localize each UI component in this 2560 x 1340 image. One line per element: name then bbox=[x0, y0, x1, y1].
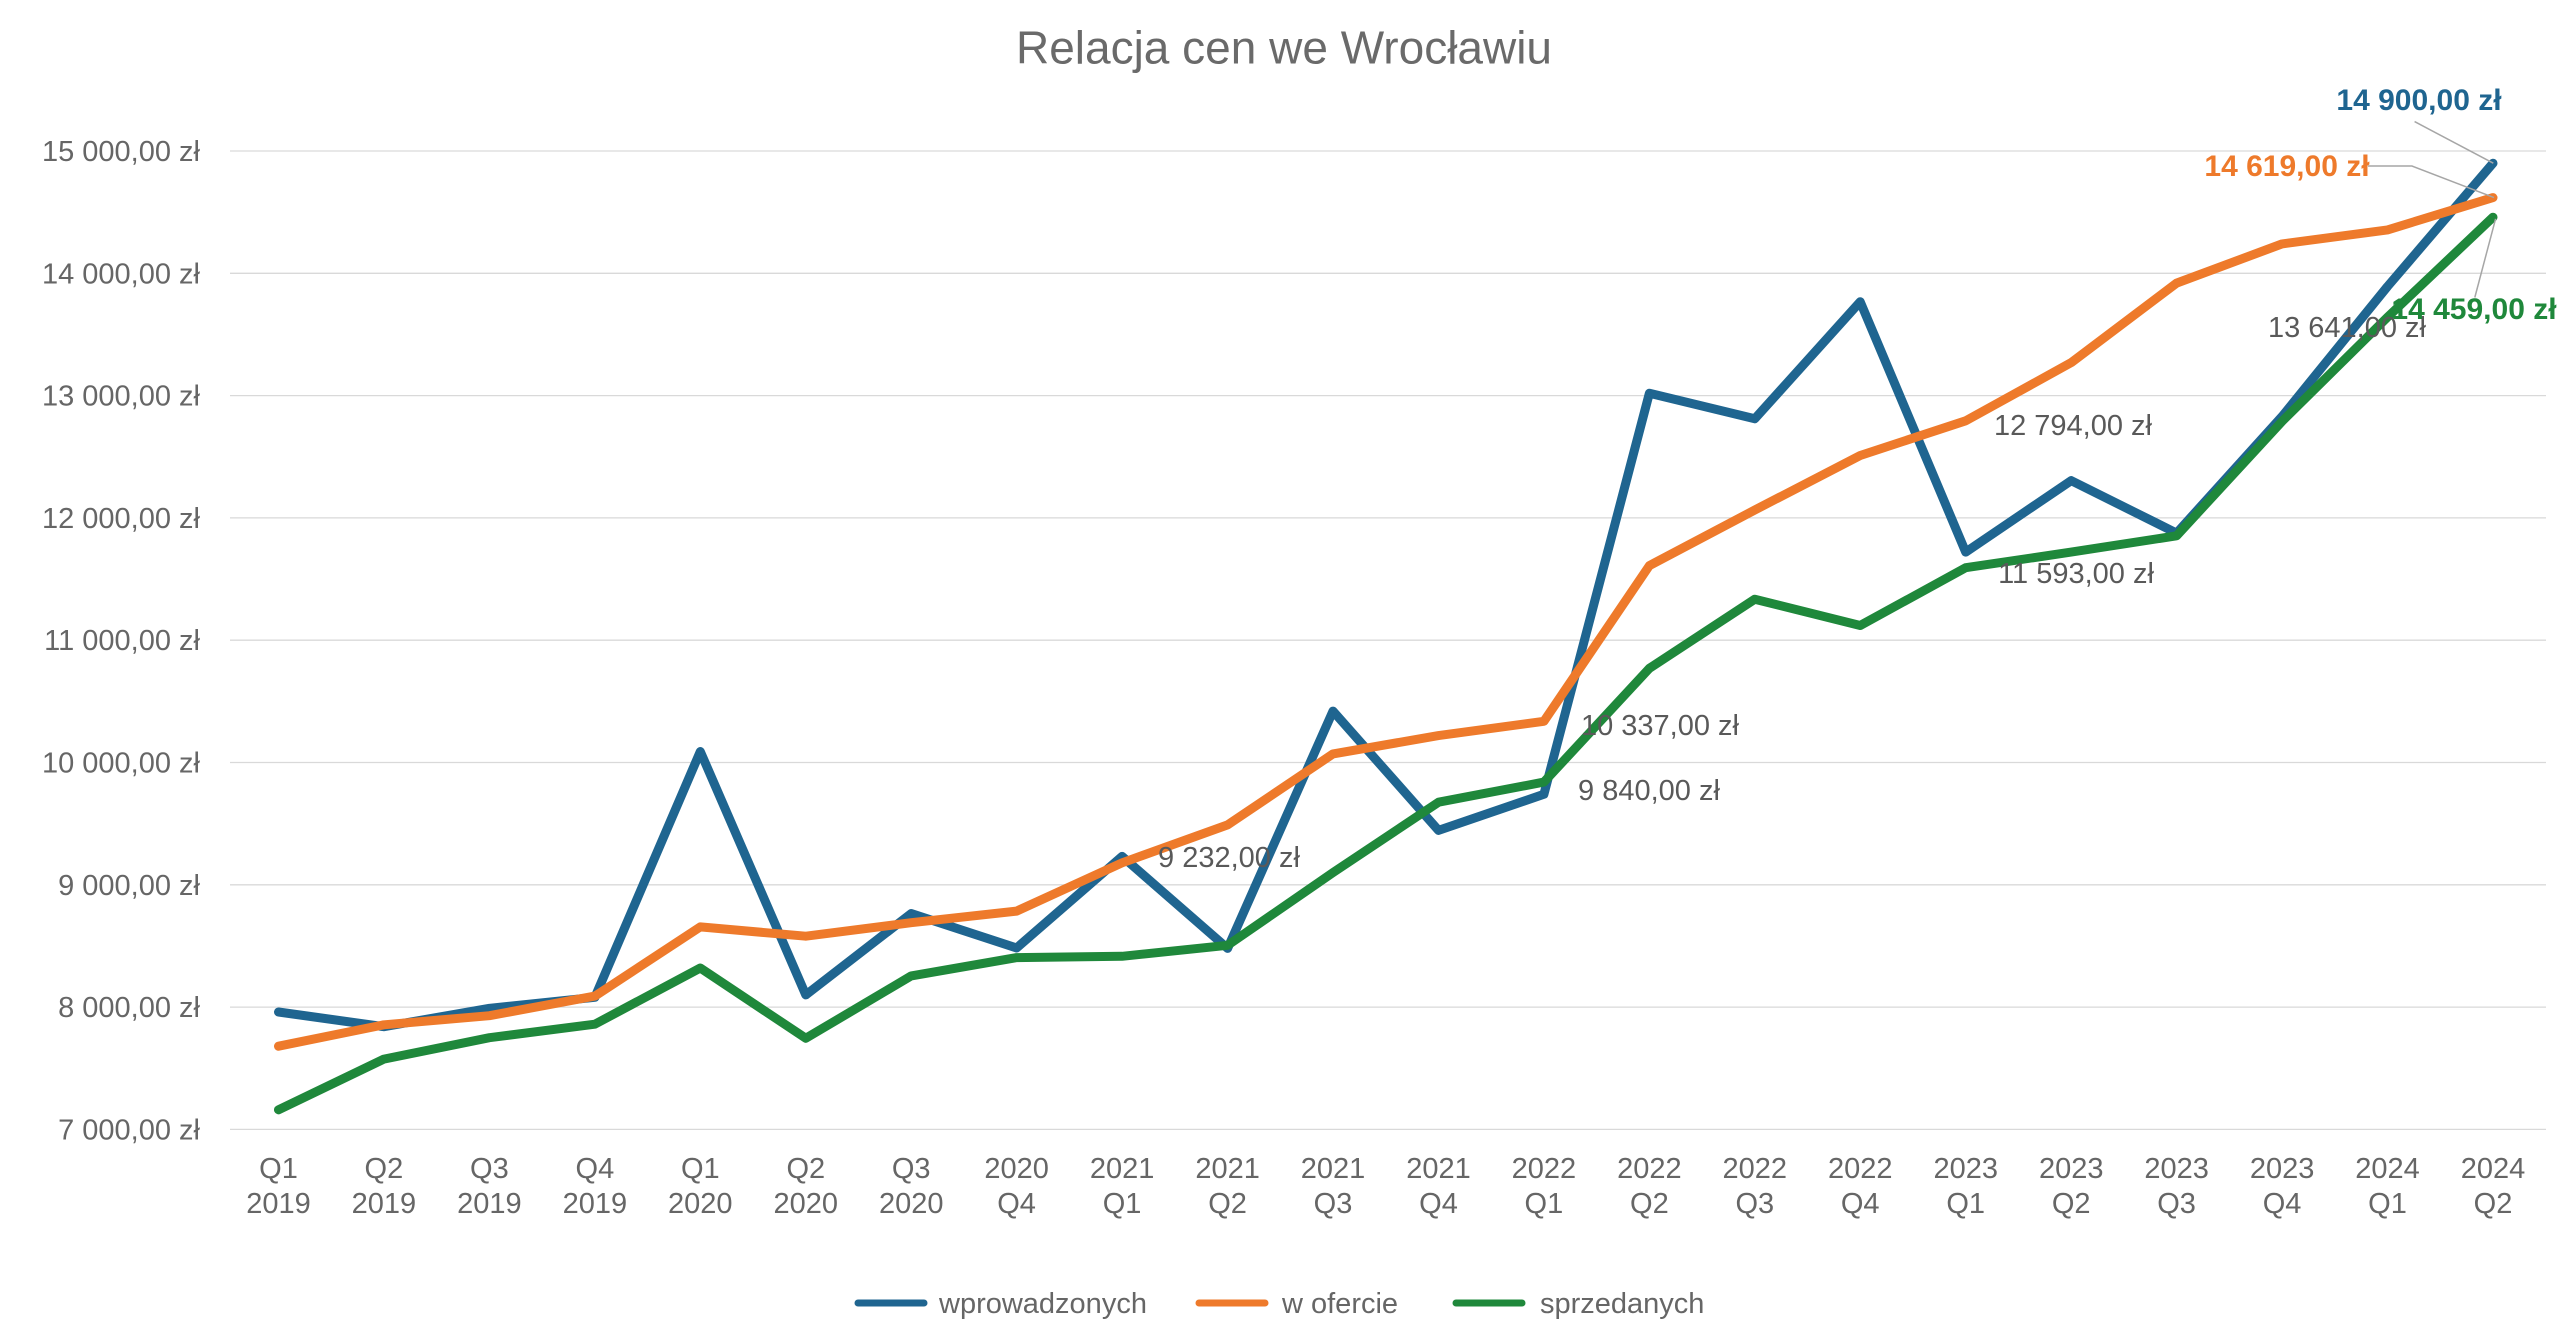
svg-text:2022: 2022 bbox=[1828, 1153, 1893, 1185]
svg-text:Q3: Q3 bbox=[892, 1153, 931, 1185]
svg-text:12 794,00 zł: 12 794,00 zł bbox=[1994, 410, 2153, 442]
svg-text:14 459,00 zł: 14 459,00 zł bbox=[2391, 293, 2557, 326]
svg-text:sprzedanych: sprzedanych bbox=[1540, 1288, 1704, 1320]
svg-text:14 619,00 zł: 14 619,00 zł bbox=[2204, 150, 2370, 183]
svg-text:10 337,00 zł: 10 337,00 zł bbox=[1581, 710, 1740, 742]
svg-text:Q2: Q2 bbox=[786, 1153, 825, 1185]
svg-text:11 593,00 zł: 11 593,00 zł bbox=[1998, 558, 2154, 590]
svg-text:2021: 2021 bbox=[1090, 1153, 1155, 1185]
svg-text:12 000,00 zł: 12 000,00 zł bbox=[42, 503, 201, 535]
svg-text:2021: 2021 bbox=[1195, 1153, 1260, 1185]
svg-text:wprowadzonych: wprowadzonych bbox=[938, 1288, 1147, 1320]
svg-text:2022: 2022 bbox=[1617, 1153, 1682, 1185]
svg-text:2023: 2023 bbox=[2144, 1153, 2209, 1185]
svg-text:2019: 2019 bbox=[352, 1188, 417, 1220]
svg-text:Q4: Q4 bbox=[2263, 1188, 2302, 1220]
svg-text:2020: 2020 bbox=[879, 1188, 944, 1220]
svg-text:Q1: Q1 bbox=[1946, 1188, 1985, 1220]
svg-text:2023: 2023 bbox=[2250, 1153, 2315, 1185]
svg-text:Q1: Q1 bbox=[1525, 1188, 1564, 1220]
svg-text:2021: 2021 bbox=[1301, 1153, 1366, 1185]
svg-text:Q3: Q3 bbox=[1735, 1188, 1774, 1220]
svg-text:Relacja cen we Wrocławiu: Relacja cen we Wrocławiu bbox=[1016, 22, 1552, 74]
svg-text:9 840,00 zł: 9 840,00 zł bbox=[1578, 775, 1720, 807]
svg-text:10 000,00 zł: 10 000,00 zł bbox=[42, 748, 201, 780]
svg-text:2019: 2019 bbox=[457, 1188, 522, 1220]
svg-text:2021: 2021 bbox=[1406, 1153, 1471, 1185]
svg-text:Q4: Q4 bbox=[1419, 1188, 1458, 1220]
svg-text:Q2: Q2 bbox=[365, 1153, 404, 1185]
svg-text:11 000,00 zł: 11 000,00 zł bbox=[44, 625, 200, 657]
svg-text:Q1: Q1 bbox=[2368, 1188, 2407, 1220]
svg-text:2019: 2019 bbox=[563, 1188, 628, 1220]
svg-text:Q2: Q2 bbox=[2052, 1188, 2091, 1220]
svg-text:Q3: Q3 bbox=[1314, 1188, 1353, 1220]
svg-text:2024: 2024 bbox=[2355, 1153, 2420, 1185]
svg-text:15 000,00 zł: 15 000,00 zł bbox=[42, 136, 201, 168]
svg-text:9 000,00 zł: 9 000,00 zł bbox=[58, 870, 200, 902]
svg-text:2020: 2020 bbox=[984, 1153, 1049, 1185]
svg-text:2022: 2022 bbox=[1512, 1153, 1577, 1185]
svg-text:13 000,00 zł: 13 000,00 zł bbox=[42, 381, 201, 413]
svg-text:Q4: Q4 bbox=[997, 1188, 1036, 1220]
svg-text:13 641,00 zł: 13 641,00 zł bbox=[2268, 312, 2427, 344]
svg-text:2023: 2023 bbox=[1933, 1153, 1998, 1185]
svg-text:2023: 2023 bbox=[2039, 1153, 2104, 1185]
svg-text:2020: 2020 bbox=[774, 1188, 839, 1220]
svg-text:2024: 2024 bbox=[2461, 1153, 2526, 1185]
svg-text:Q2: Q2 bbox=[2474, 1188, 2513, 1220]
svg-text:Q1: Q1 bbox=[1103, 1188, 1142, 1220]
svg-text:8 000,00 zł: 8 000,00 zł bbox=[58, 992, 200, 1024]
svg-text:Q2: Q2 bbox=[1208, 1188, 1247, 1220]
svg-text:Q1: Q1 bbox=[259, 1153, 298, 1185]
svg-text:2019: 2019 bbox=[246, 1188, 311, 1220]
svg-text:Q4: Q4 bbox=[1841, 1188, 1880, 1220]
svg-text:14 000,00 zł: 14 000,00 zł bbox=[42, 258, 201, 290]
svg-text:2022: 2022 bbox=[1723, 1153, 1788, 1185]
svg-text:7 000,00 zł: 7 000,00 zł bbox=[58, 1114, 200, 1146]
svg-text:2020: 2020 bbox=[668, 1188, 733, 1220]
svg-text:Q4: Q4 bbox=[576, 1153, 615, 1185]
svg-text:Q2: Q2 bbox=[1630, 1188, 1669, 1220]
svg-text:Q1: Q1 bbox=[681, 1153, 720, 1185]
svg-text:Q3: Q3 bbox=[2157, 1188, 2196, 1220]
svg-text:Q3: Q3 bbox=[470, 1153, 509, 1185]
svg-text:9 232,00 zł: 9 232,00 zł bbox=[1158, 842, 1300, 874]
svg-text:w ofercie: w ofercie bbox=[1281, 1288, 1398, 1320]
svg-text:14 900,00 zł: 14 900,00 zł bbox=[2336, 84, 2502, 117]
